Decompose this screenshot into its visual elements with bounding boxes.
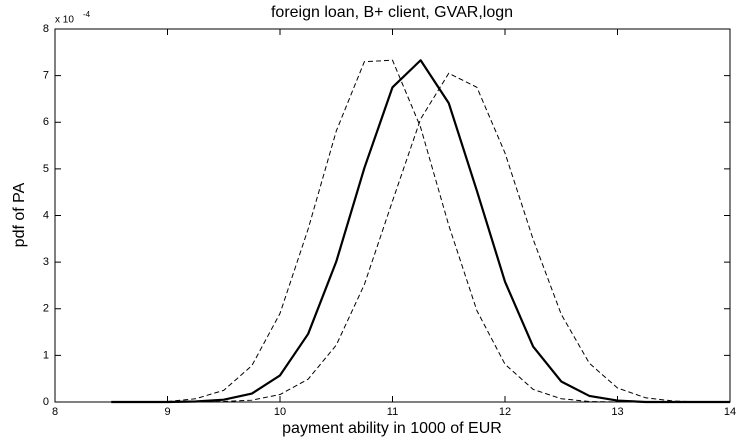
x-tick-label: 9 — [164, 406, 170, 418]
y-axis-label: pdf of PA — [11, 182, 28, 247]
x-tick-label: 10 — [274, 406, 286, 418]
y-tick-label: 2 — [43, 303, 49, 315]
x-tick-label: 12 — [499, 406, 511, 418]
x-tick-label: 14 — [724, 406, 736, 418]
y-tick-label: 0 — [43, 396, 49, 408]
y-tick-label: 3 — [43, 256, 49, 268]
x-axis-label: payment ability in 1000 of EUR — [282, 420, 502, 437]
y-tick-label: 7 — [43, 70, 49, 82]
y-multiplier: x 10 — [55, 15, 74, 26]
y-tick-label: 8 — [43, 23, 49, 35]
y-tick-label: 1 — [43, 349, 49, 361]
x-tick-label: 13 — [611, 406, 623, 418]
y-multiplier-exponent: -4 — [83, 10, 91, 19]
x-tick-label: 8 — [52, 406, 58, 418]
y-tick-label: 4 — [43, 209, 49, 221]
y-tick-label: 6 — [43, 116, 49, 128]
series-line — [111, 59, 730, 404]
y-tick-label: 5 — [43, 163, 49, 175]
chart-title: foreign loan, B+ client, GVAR,logn — [271, 4, 513, 21]
x-tick-label: 11 — [387, 406, 398, 418]
